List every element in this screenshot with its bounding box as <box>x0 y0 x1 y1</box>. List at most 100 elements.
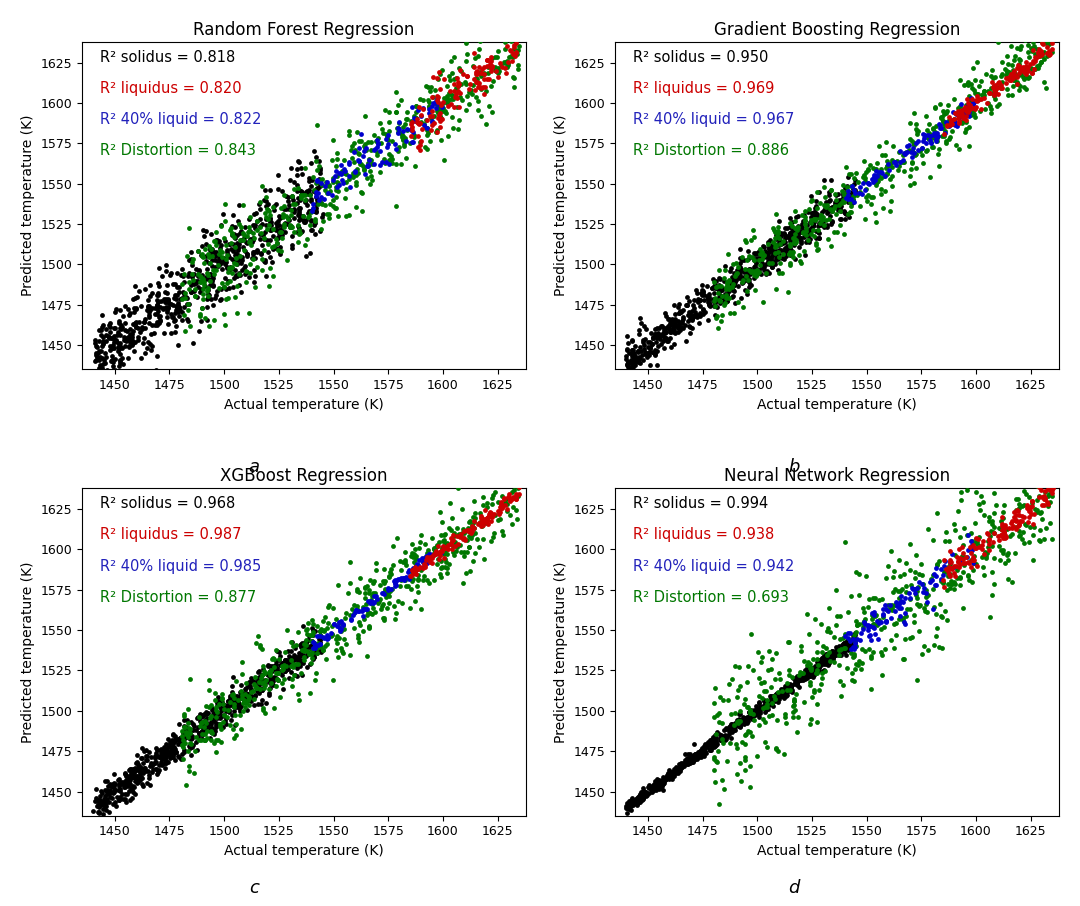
Point <box>162 743 179 757</box>
Point <box>262 676 280 690</box>
Point <box>1025 62 1042 76</box>
Point <box>230 693 247 708</box>
Point <box>149 317 166 332</box>
Point <box>897 609 915 623</box>
Point <box>125 765 143 779</box>
Point <box>888 628 905 642</box>
Point <box>252 218 269 233</box>
Point <box>193 719 211 734</box>
Point <box>858 189 875 204</box>
Point <box>620 367 637 381</box>
Point <box>926 131 943 146</box>
Point <box>691 747 708 761</box>
Point <box>935 130 953 144</box>
Point <box>1026 446 1043 460</box>
Point <box>847 633 864 648</box>
Point <box>243 237 260 252</box>
Point <box>509 32 526 46</box>
Point <box>1026 502 1043 516</box>
Point <box>238 686 255 700</box>
Point <box>768 228 785 243</box>
Point <box>701 299 718 313</box>
Point <box>509 43 526 57</box>
Point <box>770 246 787 261</box>
Point <box>993 543 1010 557</box>
Point <box>855 154 873 169</box>
Point <box>505 31 523 45</box>
Point <box>691 744 708 758</box>
Point <box>862 619 879 633</box>
Point <box>802 220 820 235</box>
Point <box>767 207 784 221</box>
Point <box>366 604 383 619</box>
Point <box>864 172 881 187</box>
Point <box>197 722 214 737</box>
Point <box>399 122 416 137</box>
Point <box>98 363 116 378</box>
Point <box>994 75 1011 90</box>
Point <box>205 705 222 719</box>
Point <box>207 718 225 732</box>
Point <box>860 620 877 634</box>
Point <box>351 618 368 632</box>
Point <box>130 321 147 335</box>
X-axis label: Actual temperature (K): Actual temperature (K) <box>225 398 383 411</box>
Point <box>188 743 205 757</box>
Point <box>1031 45 1049 60</box>
Point <box>230 691 247 706</box>
Point <box>170 737 187 751</box>
Point <box>854 615 872 630</box>
Point <box>409 584 427 599</box>
Point <box>806 206 823 220</box>
Point <box>327 159 345 173</box>
Point <box>148 766 165 781</box>
Point <box>806 210 823 225</box>
Point <box>295 652 312 667</box>
Point <box>860 162 877 177</box>
Point <box>239 703 256 718</box>
Point <box>207 720 225 735</box>
Point <box>314 643 332 658</box>
Point <box>770 245 787 259</box>
Point <box>213 687 230 701</box>
Point <box>228 692 245 707</box>
Point <box>661 331 678 345</box>
Point <box>239 225 256 239</box>
Point <box>806 228 823 243</box>
Point <box>892 589 909 603</box>
Point <box>865 617 882 631</box>
Point <box>462 82 480 97</box>
Point <box>651 780 669 795</box>
Point <box>850 658 867 672</box>
Point <box>291 221 308 236</box>
Point <box>782 680 799 695</box>
Point <box>468 67 485 82</box>
Point <box>834 638 851 652</box>
Point <box>769 685 786 699</box>
Point <box>953 486 970 500</box>
Point <box>1032 498 1050 513</box>
Point <box>221 698 239 712</box>
Point <box>99 382 117 397</box>
Point <box>403 573 420 588</box>
Point <box>346 145 363 159</box>
Point <box>234 703 252 718</box>
Point <box>409 567 427 582</box>
Point <box>220 261 238 275</box>
Point <box>270 230 287 245</box>
Point <box>392 554 409 568</box>
Point <box>340 155 357 169</box>
Point <box>148 762 165 776</box>
Point <box>235 693 253 708</box>
Point <box>226 697 243 711</box>
Point <box>183 715 200 729</box>
Point <box>903 582 920 596</box>
Point <box>366 129 383 143</box>
Point <box>802 216 820 230</box>
Point <box>1020 37 1037 52</box>
Point <box>121 332 138 346</box>
Point <box>960 555 977 570</box>
Point <box>325 617 342 631</box>
Point <box>158 747 175 762</box>
Point <box>805 219 822 234</box>
